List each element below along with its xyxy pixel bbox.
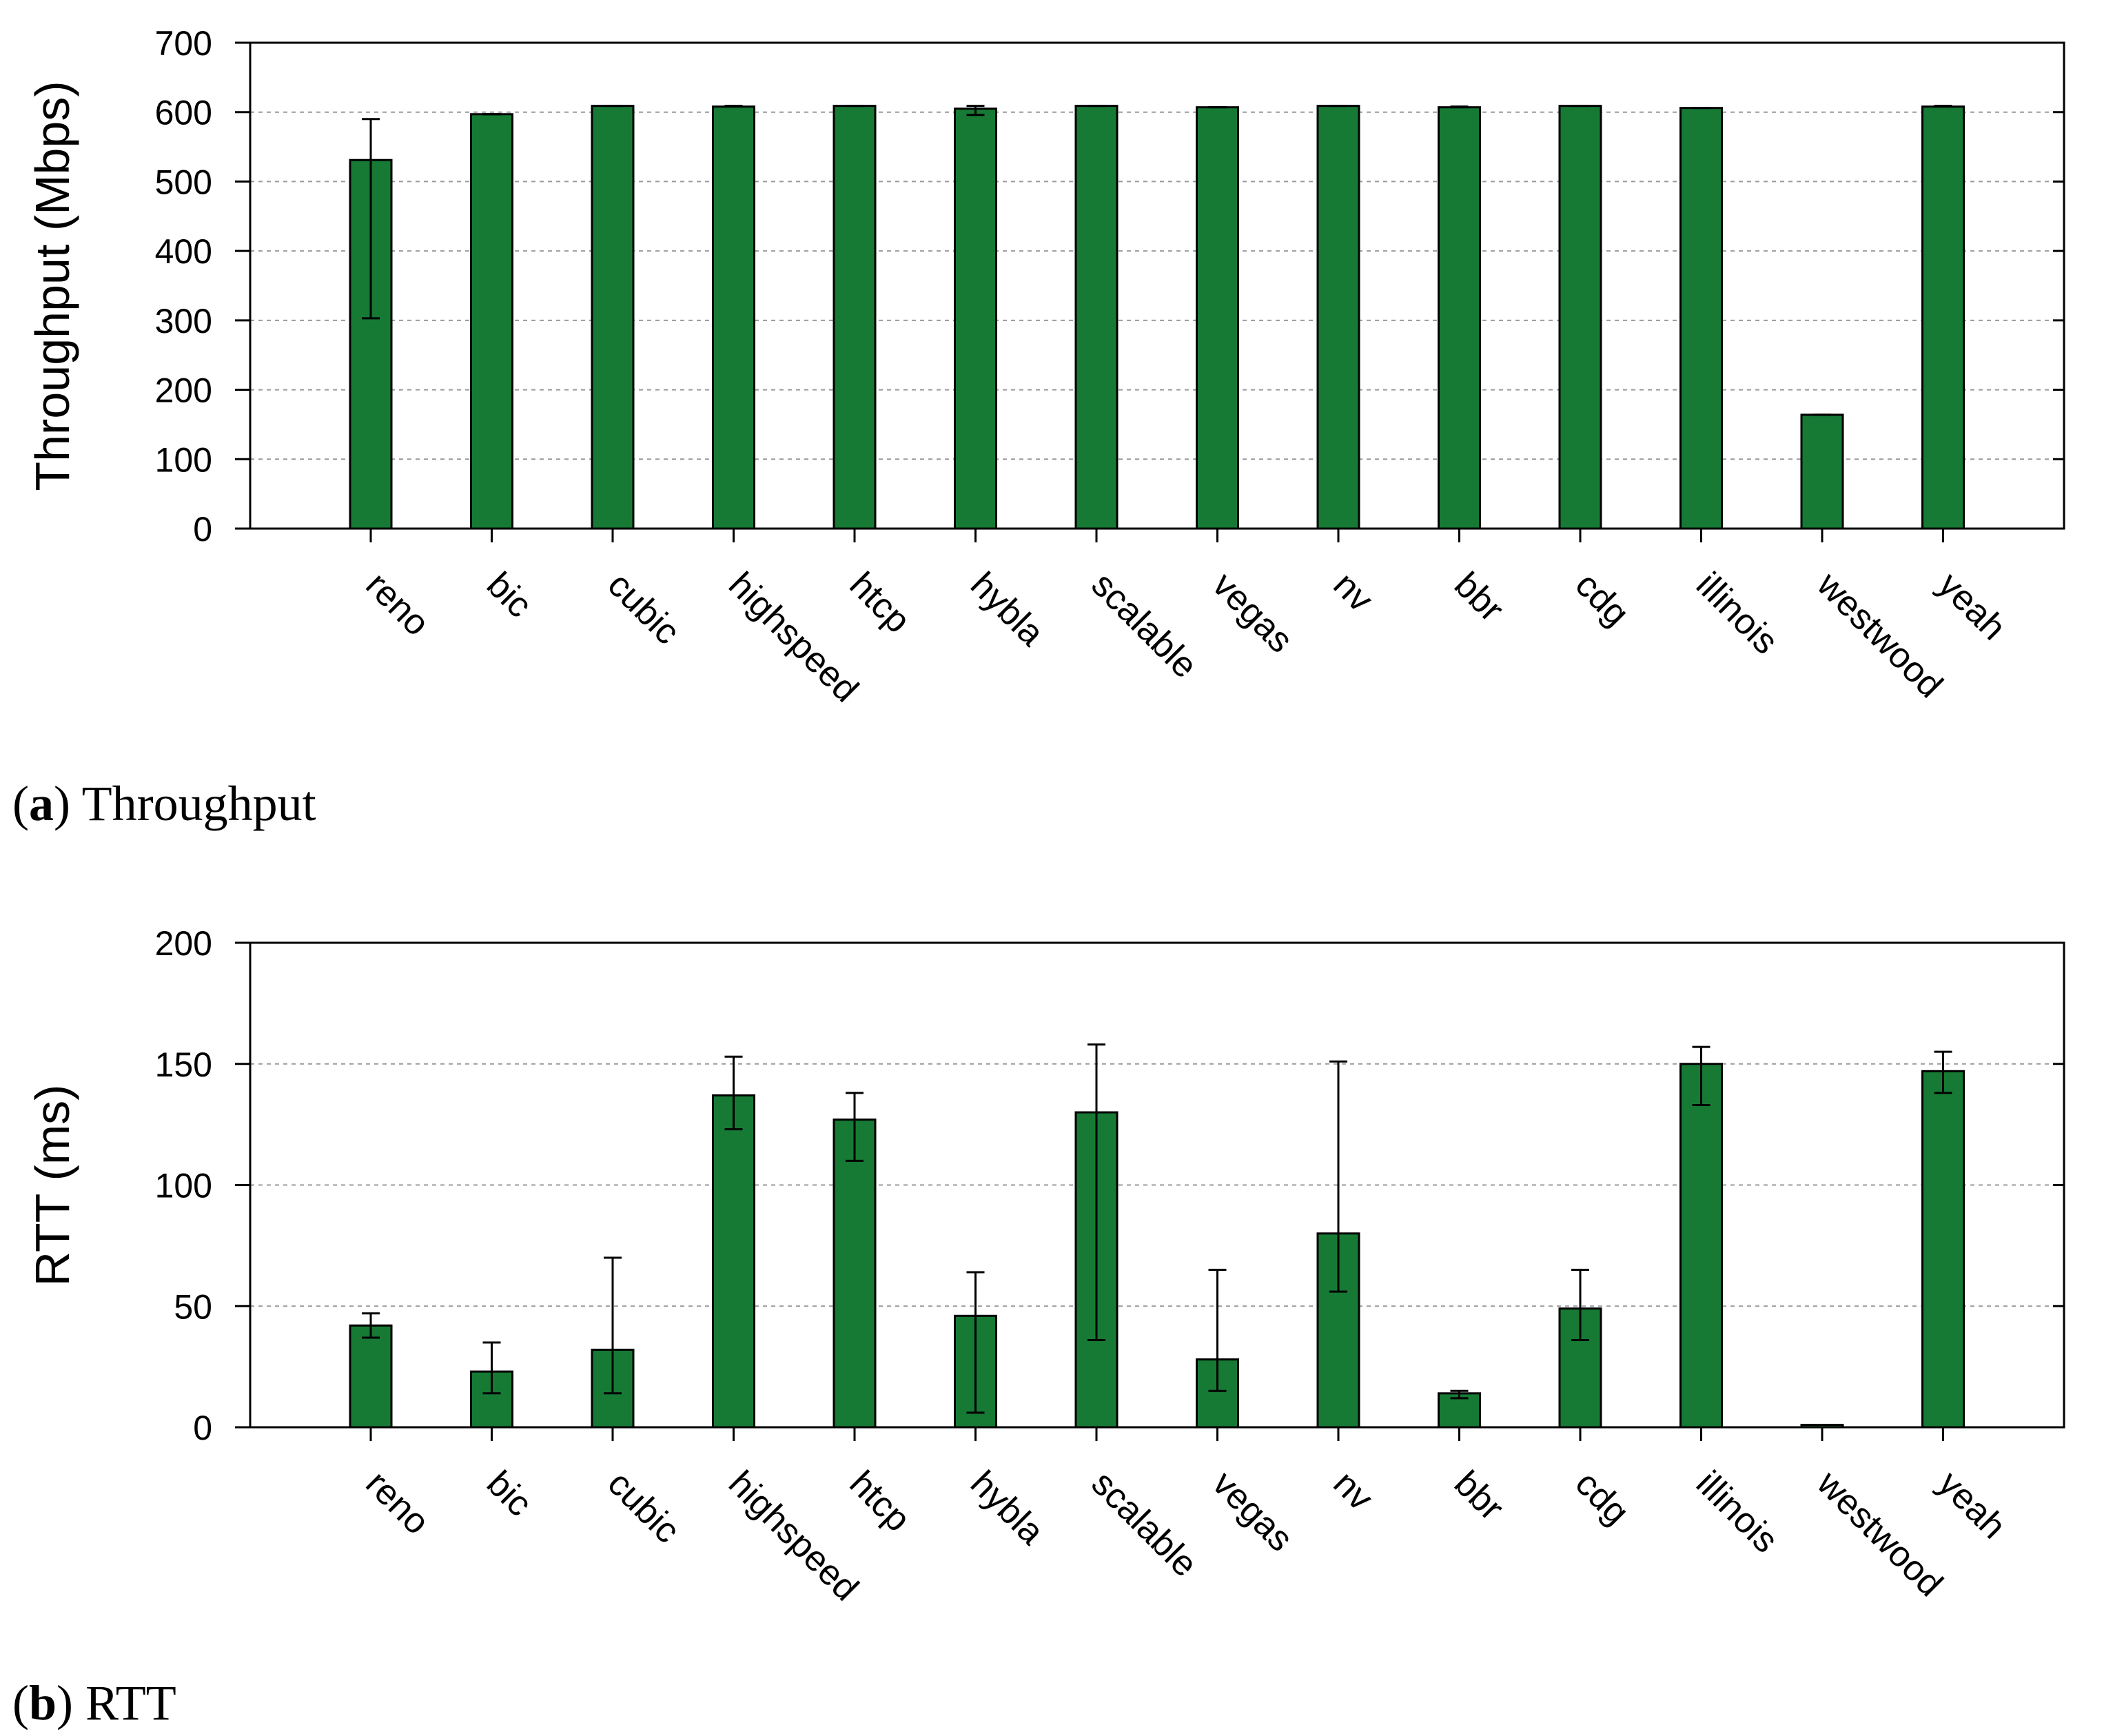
ytick-label-200: 200 xyxy=(155,371,212,410)
xtick-label-htcp: htcp xyxy=(842,564,919,641)
ytick-label-300: 300 xyxy=(155,302,212,340)
caption-a-letter: a xyxy=(29,776,54,831)
xtick-label-cubic: cubic xyxy=(600,564,688,652)
xtick-label-nv: nv xyxy=(1326,1463,1381,1518)
bar-bic xyxy=(470,113,513,530)
caption-a-text: Throughput xyxy=(82,776,316,831)
caption-b: (b) RTT xyxy=(12,1675,176,1730)
xtick-label-bbr: bbr xyxy=(1447,1463,1511,1528)
xtick-label-westwood: westwood xyxy=(1809,1463,1950,1604)
ytick-label-600: 600 xyxy=(155,94,212,132)
bar-htcp xyxy=(833,105,877,530)
y-axis-title: Throughput (Mbps) xyxy=(25,81,79,491)
xtick-label-highspeed: highspeed xyxy=(721,564,866,710)
xtick-label-illinois: illinois xyxy=(1688,564,1786,662)
xtick-label-yeah: yeah xyxy=(1930,564,2014,648)
xtick-label-reno: reno xyxy=(358,1463,438,1542)
ytick-label-100: 100 xyxy=(155,440,212,479)
bar-highspeed xyxy=(712,1094,755,1429)
throughput-chart: 0 100 200 300 400 500 600 700 Throughput (Mbps) r… xyxy=(25,24,2065,710)
xtick-label-bic: bic xyxy=(479,1463,540,1524)
xtick-label-cdg: cdg xyxy=(1568,1463,1637,1532)
bar-illinois xyxy=(1679,1063,1723,1429)
bar-highspeed xyxy=(712,105,755,530)
xtick-label-scalable: scalable xyxy=(1084,1463,1205,1584)
bar-vegas xyxy=(1196,106,1239,530)
ytick-label-150: 150 xyxy=(155,1045,212,1084)
xtick-label-bic: bic xyxy=(479,564,540,625)
bar-westwood xyxy=(1800,413,1844,530)
rtt-chart: 0 50 100 150 200 RTT (ms) reno bic cubic highspee… xyxy=(25,924,2065,1609)
xtick-label-reno: reno xyxy=(358,564,438,644)
caption-b-letter: b xyxy=(29,1675,57,1730)
xtick-label-hybla: hybla xyxy=(963,564,1052,653)
xtick-label-htcp: htcp xyxy=(842,1463,919,1540)
caption-a: (a) Throughput xyxy=(12,776,316,831)
xtick-label-vegas: vegas xyxy=(1205,1463,1300,1559)
xtick-label-bbr: bbr xyxy=(1447,564,1511,629)
bar-scalable xyxy=(1074,105,1119,530)
caption-b-text: RTT xyxy=(85,1675,176,1730)
y-axis-title: RTT (ms) xyxy=(25,1085,79,1287)
ytick-label-0: 0 xyxy=(193,510,212,549)
xtick-label-cdg: cdg xyxy=(1568,564,1637,633)
bar-htcp xyxy=(833,1119,877,1429)
ytick-label-700: 700 xyxy=(155,24,212,63)
bar-illinois xyxy=(1679,107,1723,530)
xtick-label-highspeed: highspeed xyxy=(721,1463,866,1609)
bar-yeah xyxy=(1921,105,1965,530)
xtick-label-cubic: cubic xyxy=(600,1463,688,1551)
bar-cdg xyxy=(1558,105,1602,530)
bar-yeah xyxy=(1921,1070,1965,1429)
xtick-label-vegas: vegas xyxy=(1205,564,1300,660)
bar-nv xyxy=(1316,105,1360,530)
ytick-label-400: 400 xyxy=(155,232,212,271)
xtick-label-yeah: yeah xyxy=(1930,1463,2014,1546)
bar-reno xyxy=(349,1324,393,1429)
bar-bbr xyxy=(1438,106,1481,530)
ytick-label-200: 200 xyxy=(155,924,212,963)
plot-frame xyxy=(249,41,2065,530)
ytick-label-500: 500 xyxy=(155,163,212,201)
bar-cubic xyxy=(591,105,635,530)
xtick-label-westwood: westwood xyxy=(1809,564,1950,706)
xtick-label-scalable: scalable xyxy=(1084,564,1205,686)
ytick-label-0: 0 xyxy=(193,1409,212,1447)
ytick-label-50: 50 xyxy=(174,1287,212,1326)
xtick-label-illinois: illinois xyxy=(1688,1463,1786,1560)
xtick-label-hybla: hybla xyxy=(963,1463,1052,1552)
ytick-label-100: 100 xyxy=(155,1167,212,1205)
bar-hybla xyxy=(954,108,997,530)
xtick-label-nv: nv xyxy=(1326,564,1381,620)
